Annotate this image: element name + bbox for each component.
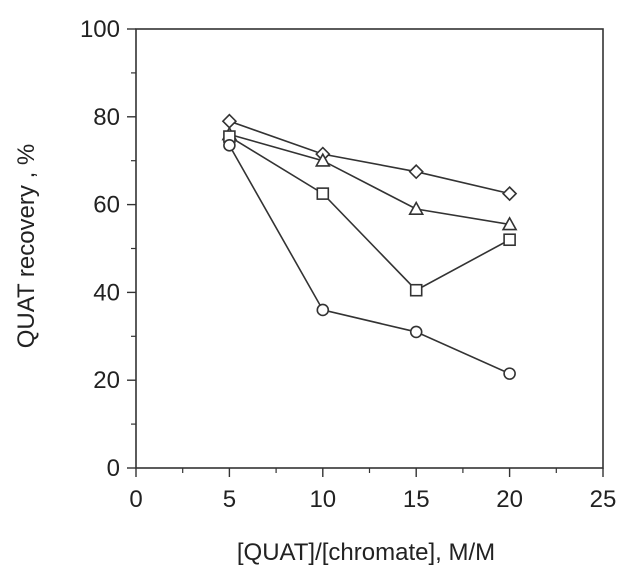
diamond-marker (221, 113, 238, 129)
y-tick-label: 60 (93, 192, 120, 219)
series-line-triangle (229, 133, 510, 226)
x-tick-label: 5 (223, 486, 236, 513)
triangle-marker (501, 216, 518, 231)
series-line-square (228, 135, 510, 292)
series-diamond (221, 113, 518, 202)
y-tick-label: 20 (93, 367, 120, 394)
plot-area-border (135, 28, 604, 469)
y-tick-label: 80 (93, 104, 120, 131)
y-tick-label: 100 (80, 16, 120, 43)
x-axis-title: [QUAT]/[chromate], M/M (237, 539, 495, 566)
x-tick-label: 25 (590, 486, 617, 513)
diamond-marker (408, 164, 424, 180)
x-tick-label: 10 (309, 486, 336, 513)
circle-marker (223, 139, 236, 152)
series-line-circle (228, 144, 510, 375)
square-marker (316, 187, 330, 200)
series-square (223, 130, 516, 297)
y-tick-label: 0 (107, 455, 120, 482)
square-marker (503, 233, 516, 247)
series-circle (223, 139, 516, 380)
axis-ticks: 0 5 10 15 20 25 0 20 40 60 80 100 (80, 16, 616, 513)
x-tick-label: 0 (129, 486, 142, 513)
circle-marker (503, 367, 516, 380)
circle-marker (409, 325, 423, 339)
circle-marker (316, 303, 330, 317)
y-tick-label: 40 (93, 279, 120, 306)
plot-frame (135, 28, 604, 469)
triangle-marker (408, 200, 425, 215)
diamond-marker (501, 185, 518, 202)
x-tick-label: 20 (496, 486, 523, 513)
triangle-marker (314, 152, 331, 167)
square-marker (409, 283, 423, 297)
series-line-diamond (229, 120, 510, 195)
series-triangle (221, 126, 518, 231)
series-group (221, 113, 518, 380)
x-tick-label: 15 (403, 486, 430, 513)
y-axis-title: QUAT recovery , % (13, 144, 40, 349)
